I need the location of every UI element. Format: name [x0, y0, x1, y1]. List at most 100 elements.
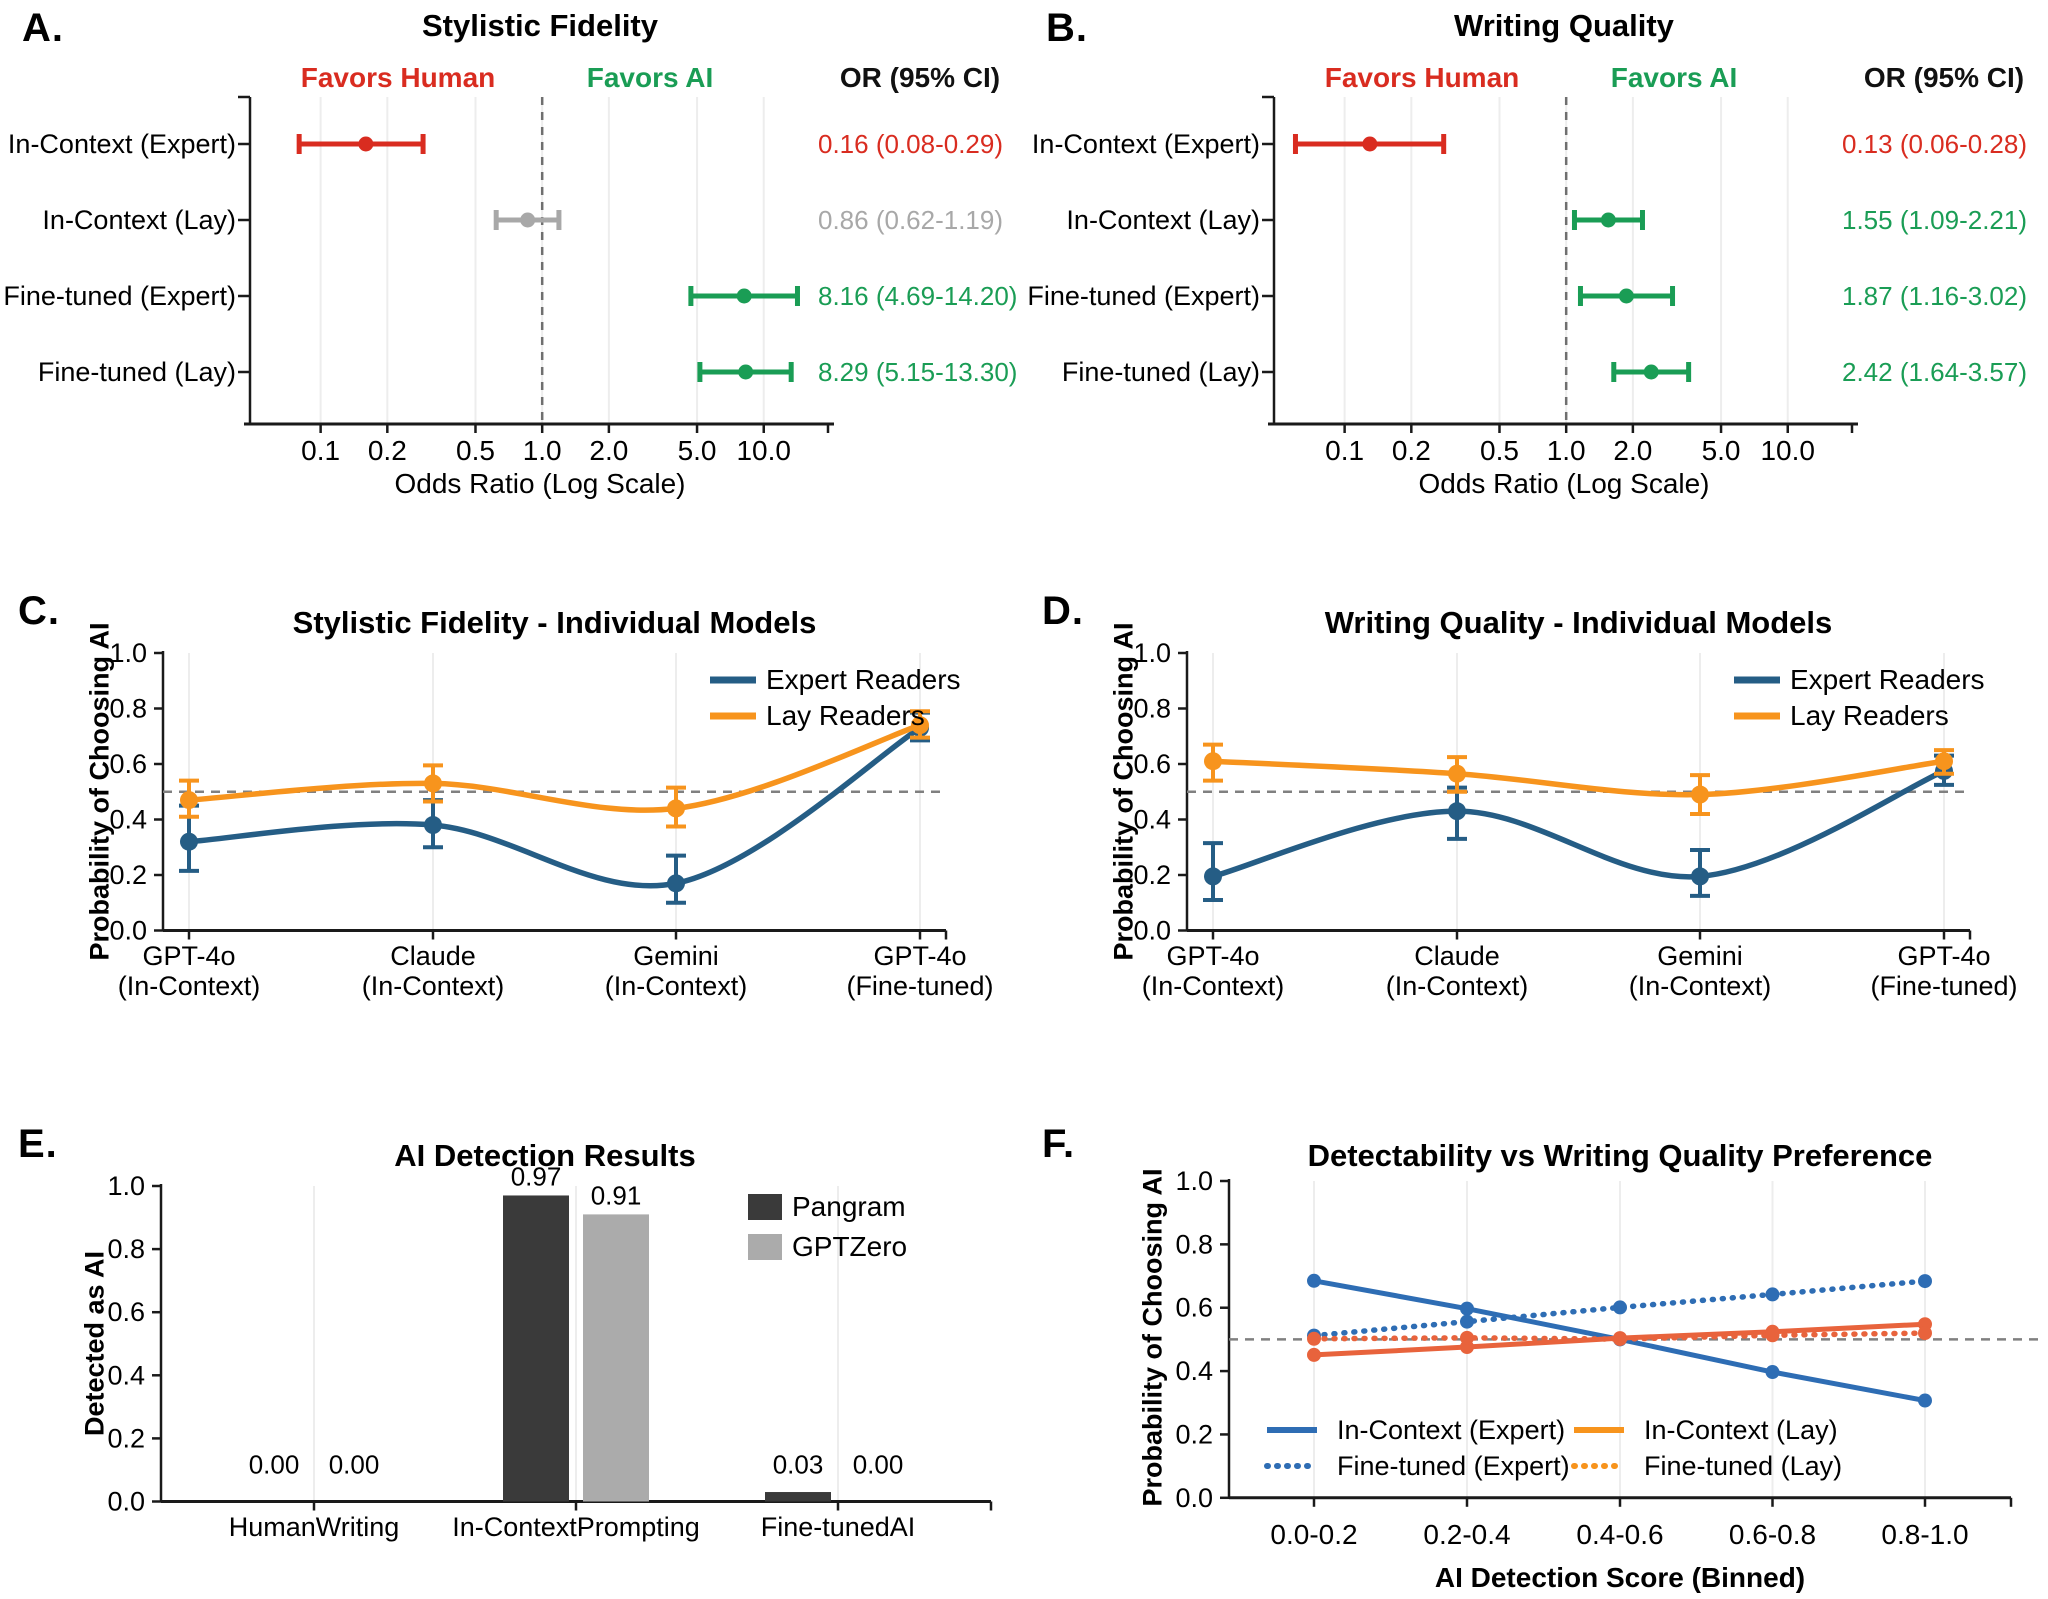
- svg-text:GPT-4o: GPT-4o: [873, 941, 966, 971]
- svg-text:1.87 (1.16-3.02): 1.87 (1.16-3.02): [1842, 281, 2027, 311]
- series-lay-readers: [1203, 742, 1954, 816]
- svg-text:8.16 (4.69-14.20): 8.16 (4.69-14.20): [818, 281, 1017, 311]
- svg-text:0.4: 0.4: [107, 1360, 145, 1390]
- svg-text:Fine-tuned (Expert): Fine-tuned (Expert): [1337, 1451, 1570, 1481]
- forest-row: Fine-tuned (Expert) 1.87 (1.16-3.02): [1027, 281, 2027, 311]
- svg-text:0.8: 0.8: [109, 694, 147, 724]
- legend: In-Context (Expert) Fine-tuned (Expert) In…: [1264, 1415, 1842, 1481]
- or-point: [736, 288, 752, 304]
- svg-text:In-Context (Lay): In-Context (Lay): [1644, 1415, 1838, 1445]
- svg-text:5.0: 5.0: [678, 435, 717, 466]
- panel-title: Stylistic Fidelity - Individual Models: [292, 605, 817, 640]
- svg-text:0.5: 0.5: [456, 435, 495, 466]
- svg-text:0.00: 0.00: [329, 1450, 380, 1480]
- svg-text:2.0: 2.0: [1613, 435, 1652, 466]
- svg-text:In-Context (Expert): In-Context (Expert): [1032, 129, 1260, 159]
- panel-letter-b: B.: [1046, 6, 1088, 50]
- panel-title: Writing Quality - Individual Models: [1324, 605, 1833, 640]
- panel-f-detectability-vs-quality: 0.0 0.2 0.4 0.6 0.8 1.0 0.0-0.2 0.2-0.4 0.4-0.6 0…: [1024, 1066, 2048, 1599]
- bar-plot: 0.0 0.2 0.4 0.6 0.8 1.0 HumanWriting In-Context…: [107, 1161, 993, 1542]
- y-axis-label: Probability of Choosing AI: [1137, 1168, 1168, 1507]
- forest-row: In-Context (Expert) 0.16 (0.08-0.29): [8, 129, 1003, 159]
- svg-text:0.6-0.8: 0.6-0.8: [1729, 1519, 1816, 1550]
- forest-chart-writing-quality: 0.1 0.2 0.5 1.0 2.0 5.0 10.0 In-Context (Expert…: [1027, 95, 2027, 466]
- or-point: [1618, 288, 1634, 304]
- forest-row: In-Context (Expert) 0.13 (0.06-0.28): [1032, 129, 2027, 159]
- svg-text:1.0: 1.0: [107, 1171, 145, 1201]
- forest-row: Fine-tuned (Expert) 8.16 (4.69-14.20): [3, 281, 1017, 311]
- svg-text:0.2: 0.2: [107, 1423, 145, 1453]
- svg-text:1.0: 1.0: [109, 638, 147, 668]
- svg-text:0.8-1.0: 0.8-1.0: [1881, 1519, 1968, 1550]
- or-point: [1600, 212, 1616, 228]
- forest-row: In-Context (Lay) 0.86 (0.62-1.19): [42, 205, 1003, 235]
- svg-text:10.0: 10.0: [736, 435, 791, 466]
- or-point: [1362, 136, 1378, 152]
- svg-text:0.2: 0.2: [109, 860, 147, 890]
- svg-text:In-ContextPrompting: In-ContextPrompting: [452, 1512, 700, 1542]
- svg-text:0.1: 0.1: [1325, 435, 1364, 466]
- svg-text:(In-Context): (In-Context): [118, 971, 261, 1001]
- panel-title: AI Detection Results: [394, 1138, 696, 1173]
- svg-text:0.03: 0.03: [773, 1450, 824, 1480]
- svg-text:0.2: 0.2: [1175, 1419, 1213, 1449]
- panel-title: Stylistic Fidelity: [421, 8, 658, 43]
- panel-title: Writing Quality: [1454, 8, 1674, 43]
- svg-text:Lay Readers: Lay Readers: [766, 700, 925, 731]
- legend: Expert Readers Lay Readers: [1734, 664, 1985, 731]
- svg-text:(In-Context): (In-Context): [605, 971, 748, 1001]
- svg-text:2.0: 2.0: [589, 435, 628, 466]
- or-ci-header: OR (95% CI): [1863, 62, 2025, 93]
- svg-text:Expert Readers: Expert Readers: [766, 664, 961, 695]
- or-ci-header: OR (95% CI): [839, 62, 1001, 93]
- svg-text:8.29 (5.15-13.30): 8.29 (5.15-13.30): [818, 357, 1017, 387]
- series-lay-readers: [179, 709, 930, 829]
- svg-text:(In-Context): (In-Context): [1142, 971, 1285, 1001]
- svg-text:Fine-tuned (Expert): Fine-tuned (Expert): [1027, 281, 1260, 311]
- svg-text:(In-Context): (In-Context): [362, 971, 505, 1001]
- svg-text:(Fine-tuned): (Fine-tuned): [846, 971, 993, 1001]
- svg-text:(Fine-tuned): (Fine-tuned): [1870, 971, 2017, 1001]
- svg-text:Gemini: Gemini: [633, 941, 719, 971]
- bar-chart-ai-detection: 0.0 0.2 0.4 0.6 0.8 1.0 HumanWriting In-Context…: [107, 1161, 993, 1542]
- or-point: [520, 212, 536, 228]
- x-axis-label: Odds Ratio (Log Scale): [394, 468, 686, 499]
- svg-text:1.0: 1.0: [1133, 638, 1171, 668]
- svg-text:(In-Context): (In-Context): [1629, 971, 1772, 1001]
- panel-letter-d: D.: [1042, 589, 1084, 633]
- svg-text:GPT-4o: GPT-4o: [1897, 941, 1990, 971]
- svg-text:0.2: 0.2: [1133, 860, 1171, 890]
- bar-series-gptzero: 0.00 0.91 0.00: [329, 1180, 903, 1502]
- panel-letter-a: A.: [22, 6, 64, 50]
- bar-series-pangram: 0.00 0.97 0.03: [249, 1161, 831, 1502]
- svg-text:0.4: 0.4: [1133, 805, 1171, 835]
- forest-row: Fine-tuned (Lay) 2.42 (1.64-3.57): [1062, 357, 2027, 387]
- line-multi-plot: 0.0 0.2 0.4 0.6 0.8 1.0 0.0-0.2 0.2-0.4 0.4-0.6 0…: [1175, 1166, 2041, 1550]
- line-ci-plot: 0.00.20.40.60.81.0GPT-4o(In-Context)Clau…: [1133, 638, 2017, 1001]
- svg-text:In-Context (Lay): In-Context (Lay): [1066, 205, 1260, 235]
- svg-text:Pangram: Pangram: [792, 1191, 906, 1222]
- forest-row: Fine-tuned (Lay) 8.29 (5.15-13.30): [38, 357, 1018, 387]
- svg-text:0.97: 0.97: [511, 1161, 562, 1191]
- panel-b-writing-quality-forest: 0.1 0.2 0.5 1.0 2.0 5.0 10.0 In-Context (Expert…: [1024, 0, 2048, 533]
- svg-text:0.0-0.2: 0.0-0.2: [1270, 1519, 1357, 1550]
- svg-text:Fine-tuned (Expert): Fine-tuned (Expert): [3, 281, 236, 311]
- forest-plot: 0.1 0.2 0.5 1.0 2.0 5.0 10.0 In-Context (Expert…: [1027, 95, 2027, 466]
- legend: Pangram GPTZero: [748, 1191, 907, 1262]
- or-point: [738, 364, 754, 380]
- forest-chart-stylistic-fidelity: 0.1 0.2 0.5 1.0 2.0 5.0 10.0 In-Context (Expert…: [3, 95, 1018, 466]
- panel-letter-e: E.: [18, 1122, 58, 1166]
- svg-text:0.1: 0.1: [301, 435, 340, 466]
- svg-text:0.8: 0.8: [107, 1234, 145, 1264]
- svg-text:Fine-tuned (Lay): Fine-tuned (Lay): [1644, 1451, 1842, 1481]
- svg-text:5.0: 5.0: [1702, 435, 1741, 466]
- svg-text:2.42 (1.64-3.57): 2.42 (1.64-3.57): [1842, 357, 2027, 387]
- or-point: [1643, 364, 1659, 380]
- svg-text:Fine-tuned (Lay): Fine-tuned (Lay): [1062, 357, 1260, 387]
- legend: Expert Readers Lay Readers: [710, 664, 961, 731]
- panel-a-stylistic-fidelity-forest: 0.1 0.2 0.5 1.0 2.0 5.0 10.0 In-Context (Expert…: [0, 0, 1024, 533]
- forest-plot: 0.1 0.2 0.5 1.0 2.0 5.0 10.0 In-Context (Expert…: [3, 95, 1018, 466]
- svg-text:1.55 (1.09-2.21): 1.55 (1.09-2.21): [1842, 205, 2027, 235]
- y-axis-label: Probability of Choosing AI: [1108, 622, 1139, 961]
